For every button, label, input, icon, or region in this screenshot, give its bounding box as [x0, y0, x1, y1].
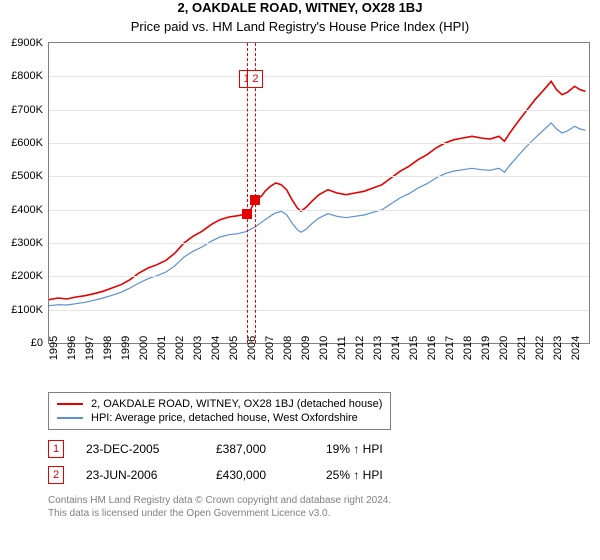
transaction-row: 2 23-JUN-2006£430,00025% ↑ HPI	[48, 462, 600, 488]
x-tick-label: 2000	[138, 336, 150, 360]
x-tick-label: 2003	[192, 336, 204, 360]
footnote-line-2: This data is licensed under the Open Gov…	[48, 508, 330, 519]
legend-label-property: 2, OAKDALE ROAD, WITNEY, OX28 1BJ (detac…	[91, 398, 382, 410]
transaction-row: 1 23-DEC-2005£387,00019% ↑ HPI	[48, 436, 600, 462]
chart: £0£100K£200K£300K£400K£500K£600K£700K£80…	[48, 42, 590, 386]
x-tick-label: 2021	[516, 336, 528, 360]
x-tick-label: 1998	[102, 336, 114, 360]
y-tick-label: £0	[31, 337, 49, 349]
y-tick-label: £400K	[11, 204, 49, 216]
x-tick-label: 2013	[372, 336, 384, 360]
footnote: Contains HM Land Registry data © Crown c…	[48, 494, 590, 520]
y-tick-label: £500K	[11, 170, 49, 182]
y-tick-label: £800K	[11, 70, 49, 82]
transaction-vline	[247, 43, 248, 343]
x-tick-label: 2024	[570, 336, 582, 360]
x-tick-label: 2005	[228, 336, 240, 360]
y-tick-label: £100K	[11, 304, 49, 316]
x-tick-label: 2018	[462, 336, 474, 360]
legend-label-hpi: HPI: Average price, detached house, West…	[91, 412, 358, 424]
tx-price: £430,000	[216, 468, 326, 482]
x-tick-label: 2019	[480, 336, 492, 360]
x-tick-label: 2001	[156, 336, 168, 360]
x-tick-label: 2007	[264, 336, 276, 360]
x-tick-label: 2023	[552, 336, 564, 360]
tx-price: £387,000	[216, 442, 326, 456]
y-tick-label: £700K	[11, 104, 49, 116]
legend-row-hpi: HPI: Average price, detached house, West…	[57, 411, 382, 425]
transactions-table: 1 23-DEC-2005£387,00019% ↑ HPI 2 23-JUN-200…	[48, 436, 600, 488]
x-tick-label: 2016	[426, 336, 438, 360]
x-tick-label: 2017	[444, 336, 456, 360]
x-tick-label: 1995	[48, 336, 60, 360]
x-tick-label: 2022	[534, 336, 546, 360]
transaction-marker	[242, 209, 252, 219]
chart-series-svg	[49, 43, 589, 343]
x-tick-label: 2010	[318, 336, 330, 360]
x-tick-label: 2009	[300, 336, 312, 360]
x-tick-label: 2020	[498, 336, 510, 360]
y-tick-label: £600K	[11, 137, 49, 149]
x-axis-labels: 1995199619971998199920002001200220032004…	[48, 344, 590, 386]
legend: 2, OAKDALE ROAD, WITNEY, OX28 1BJ (detac…	[48, 392, 391, 430]
x-tick-label: 1996	[66, 336, 78, 360]
x-tick-label: 2008	[282, 336, 294, 360]
x-tick-label: 2002	[174, 336, 186, 360]
x-tick-label: 2011	[336, 336, 348, 360]
series-property	[49, 81, 585, 299]
footnote-line-1: Contains HM Land Registry data © Crown c…	[48, 495, 391, 506]
x-tick-label: 1999	[120, 336, 132, 360]
y-tick-label: £200K	[11, 270, 49, 282]
transaction-vline	[255, 43, 256, 343]
legend-swatch-hpi	[57, 417, 83, 419]
tx-delta: 25% ↑ HPI	[326, 468, 436, 482]
transaction-index-label: 2	[247, 70, 263, 88]
x-tick-label: 2006	[246, 336, 258, 360]
tx-date: 23-DEC-2005	[86, 442, 216, 456]
page-title: 2, OAKDALE ROAD, WITNEY, OX28 1BJ	[0, 0, 600, 15]
y-tick-label: £300K	[11, 237, 49, 249]
x-tick-label: 2004	[210, 336, 222, 360]
x-tick-label: 2015	[408, 336, 420, 360]
y-tick-label: £900K	[11, 37, 49, 49]
legend-row-property: 2, OAKDALE ROAD, WITNEY, OX28 1BJ (detac…	[57, 397, 382, 411]
tx-index: 1	[48, 440, 64, 458]
legend-swatch-property	[57, 403, 83, 405]
x-tick-label: 2012	[354, 336, 366, 360]
x-tick-label: 2014	[390, 336, 402, 360]
page-subtitle: Price paid vs. HM Land Registry's House …	[0, 19, 600, 34]
x-tick-label: 1997	[84, 336, 96, 360]
series-hpi	[49, 123, 585, 306]
plot-area: £0£100K£200K£300K£400K£500K£600K£700K£80…	[48, 42, 590, 344]
tx-date: 23-JUN-2006	[86, 468, 216, 482]
transaction-marker	[250, 195, 260, 205]
tx-delta: 19% ↑ HPI	[326, 442, 436, 456]
tx-index: 2	[48, 466, 64, 484]
